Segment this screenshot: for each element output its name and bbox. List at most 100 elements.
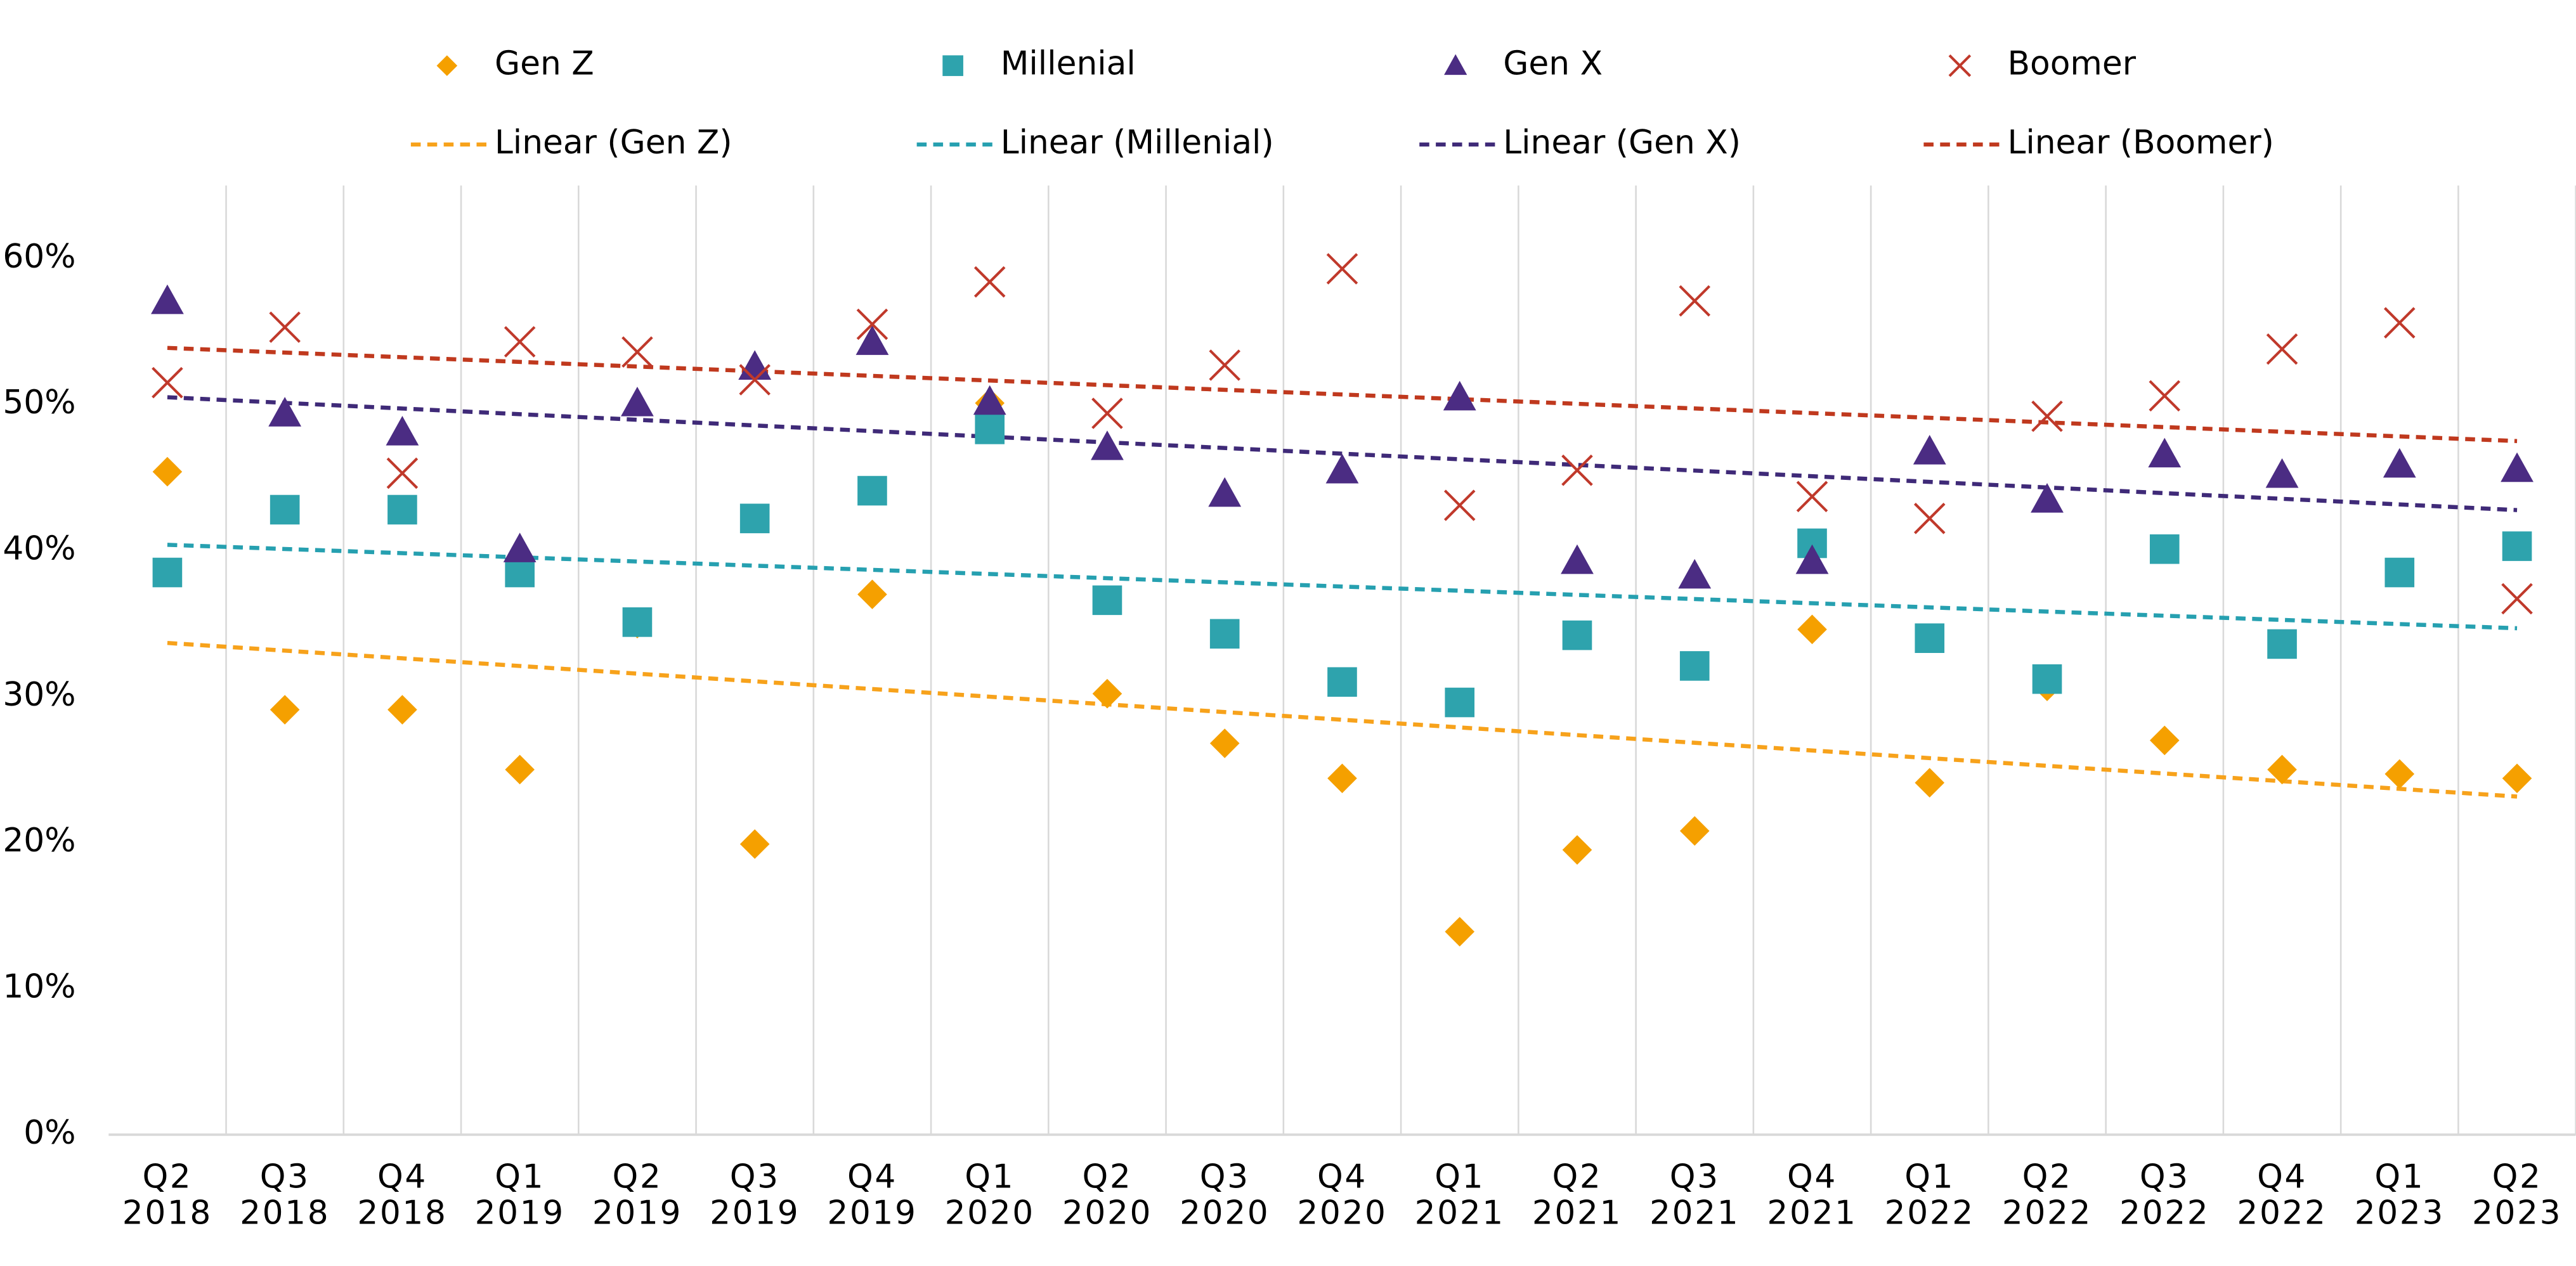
marker-x	[1948, 54, 1972, 77]
marker-x	[269, 311, 301, 343]
x-tick-label: Q2	[1083, 1158, 1133, 1196]
x-tick-label: 2022	[2119, 1194, 2209, 1232]
marker-triangle	[386, 416, 419, 446]
marker-diamond	[152, 456, 183, 487]
x-tick-label: 2022	[2237, 1194, 2327, 1232]
marker-diamond	[2149, 725, 2180, 756]
x-tick-label: 2020	[1297, 1194, 1387, 1232]
marker-diamond	[1327, 763, 1357, 794]
marker-x	[1796, 481, 1828, 513]
marker-square	[505, 557, 535, 588]
marker-x	[1443, 489, 1476, 521]
marker-triangle	[1443, 380, 1476, 411]
x-tick-label: Q1	[1434, 1158, 1485, 1196]
marker-diamond	[436, 55, 458, 76]
x-tick-label: 2018	[122, 1194, 212, 1232]
x-tick-label: Q2	[142, 1158, 192, 1196]
x-tick-label: 2019	[710, 1194, 800, 1232]
marker-x	[1913, 503, 1946, 534]
marker-diamond	[1209, 728, 1240, 758]
x-tick-label: 2021	[1649, 1194, 1740, 1232]
marker-triangle	[1795, 544, 1829, 574]
y-tick-label: 20%	[3, 822, 75, 860]
y-tick-label: 10%	[3, 967, 75, 1005]
marker-x	[856, 308, 888, 340]
marker-triangle	[621, 386, 654, 417]
marker-x	[1326, 253, 1358, 285]
marker-x	[1209, 349, 1240, 381]
marker-square	[942, 55, 963, 76]
x-tick-label: 2022	[1885, 1194, 1975, 1232]
marker-x	[621, 336, 653, 368]
marker-triangle	[2031, 482, 2064, 513]
legend-label: Gen Z	[495, 45, 594, 83]
marker-triangle	[151, 284, 184, 314]
marker-x	[739, 364, 771, 396]
legend-label: Linear (Boomer)	[2007, 124, 2274, 162]
y-tick-label: 50%	[3, 384, 75, 422]
x-tick-label: Q3	[1670, 1158, 1720, 1196]
marker-square	[857, 475, 887, 506]
legend-label: Boomer	[2007, 45, 2136, 83]
marker-x	[504, 326, 536, 358]
marker-diamond	[1562, 835, 1592, 865]
x-tick-label: Q4	[1317, 1158, 1367, 1196]
x-tick-label: Q4	[1787, 1158, 1837, 1196]
x-tick-label: 2021	[1532, 1194, 1622, 1232]
x-tick-label: 2018	[357, 1194, 447, 1232]
x-tick-label: 2020	[1180, 1194, 1270, 1232]
marker-square	[1209, 619, 1240, 649]
x-tick-label: 2021	[1415, 1194, 1505, 1232]
legend-label: Gen X	[1503, 45, 1603, 83]
marker-triangle	[1208, 477, 1242, 507]
legend-label: Linear (Gen Z)	[495, 124, 732, 162]
marker-diamond	[2384, 759, 2415, 789]
y-tick-label: 0%	[23, 1114, 75, 1152]
x-tick-label: Q1	[965, 1158, 1015, 1196]
x-tick-label: Q1	[495, 1158, 545, 1196]
marker-square	[1915, 623, 1945, 654]
x-tick-label: Q2	[2022, 1158, 2072, 1196]
marker-triangle	[738, 350, 772, 380]
marker-triangle	[2265, 458, 2299, 488]
marker-x	[386, 457, 419, 489]
marker-diamond	[857, 579, 887, 609]
x-tick-label: 2019	[475, 1194, 565, 1232]
x-tick-label: Q3	[1200, 1158, 1250, 1196]
marker-square	[739, 503, 770, 534]
marker-diamond	[2267, 754, 2297, 785]
marker-x	[2031, 400, 2063, 432]
marker-triangle	[2383, 448, 2416, 478]
marker-diamond	[1092, 678, 1122, 709]
marker-square	[2267, 629, 2297, 659]
marker-diamond	[739, 829, 770, 859]
x-tick-label: Q2	[2492, 1158, 2542, 1196]
marker-triangle	[1325, 453, 1359, 484]
marker-x	[2383, 307, 2416, 339]
marker-x	[152, 366, 183, 399]
marker-square	[2032, 664, 2062, 694]
marker-diamond	[270, 695, 300, 725]
x-tick-label: Q3	[2140, 1158, 2190, 1196]
marker-square	[1327, 667, 1357, 697]
y-tick-label: 40%	[3, 529, 75, 567]
marker-x	[973, 266, 1006, 298]
x-tick-label: 2019	[592, 1194, 682, 1232]
x-tick-label: 2020	[1062, 1194, 1152, 1232]
y-tick-label: 30%	[3, 676, 75, 714]
marker-diamond	[387, 695, 417, 725]
x-tick-label: Q2	[1552, 1158, 1603, 1196]
marker-x	[1679, 285, 1711, 317]
x-tick-label: Q1	[2374, 1158, 2424, 1196]
marker-square	[1092, 585, 1122, 616]
x-tick-label: Q4	[2257, 1158, 2307, 1196]
trendline	[167, 640, 2518, 799]
x-tick-label: Q4	[377, 1158, 427, 1196]
marker-square	[622, 607, 653, 637]
x-tick-label: Q4	[847, 1158, 897, 1196]
x-tick-label: Q3	[260, 1158, 310, 1196]
marker-triangle	[1678, 559, 1712, 589]
marker-square	[1679, 651, 1710, 681]
marker-square	[2384, 557, 2415, 588]
